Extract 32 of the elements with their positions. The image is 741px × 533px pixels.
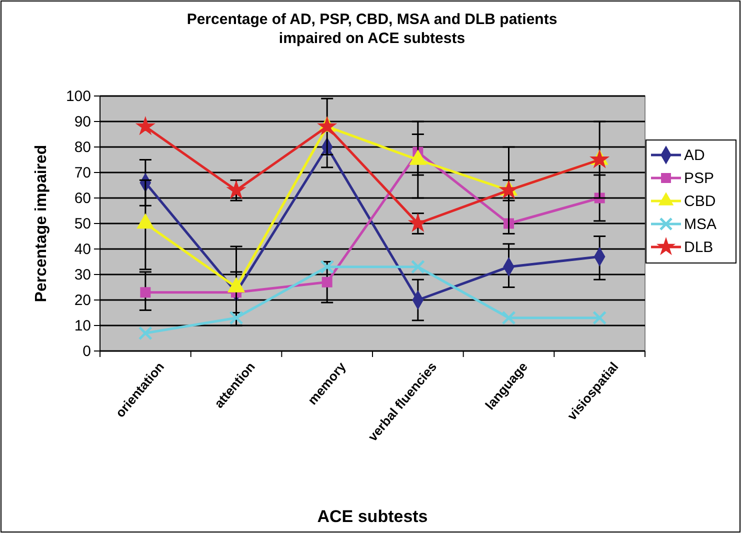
legend-label: MSA	[684, 216, 717, 233]
point	[229, 310, 244, 325]
chart-title: Percentage of AD, PSP, CBD, MSA and DLB patients impaired on ACE subtests	[186, 11, 558, 47]
point	[500, 180, 518, 198]
y-tick-label: 0	[82, 342, 91, 360]
y-tick-label: 70	[74, 164, 91, 182]
point	[592, 310, 607, 325]
y-axis-title: Percentage impaired	[33, 144, 50, 302]
legend-label: AD	[684, 147, 706, 164]
point	[320, 260, 334, 274]
y-tick-label: 50	[74, 215, 91, 232]
y-tick-label: 40	[74, 240, 91, 258]
y-tick-label: 80	[74, 138, 91, 156]
point	[502, 310, 516, 325]
y-tick-label: 100	[66, 88, 91, 105]
y-tick-label: 90	[74, 113, 91, 130]
point	[408, 214, 427, 232]
point	[138, 326, 152, 340]
point	[409, 150, 426, 165]
legend-label: CBD	[684, 193, 716, 210]
point	[136, 117, 154, 134]
point	[140, 287, 151, 298]
y-tick-label: 60	[74, 190, 91, 207]
y-tick-label: 20	[74, 292, 91, 309]
legend-label: DLB	[684, 239, 714, 256]
point	[227, 180, 246, 198]
point	[410, 260, 425, 274]
y-tick-label: 30	[74, 266, 91, 284]
point	[322, 276, 332, 288]
y-tick-label: 10	[74, 317, 91, 334]
x-axis-title: ACE subtests	[317, 507, 428, 526]
legend-label: PSP	[684, 170, 714, 187]
